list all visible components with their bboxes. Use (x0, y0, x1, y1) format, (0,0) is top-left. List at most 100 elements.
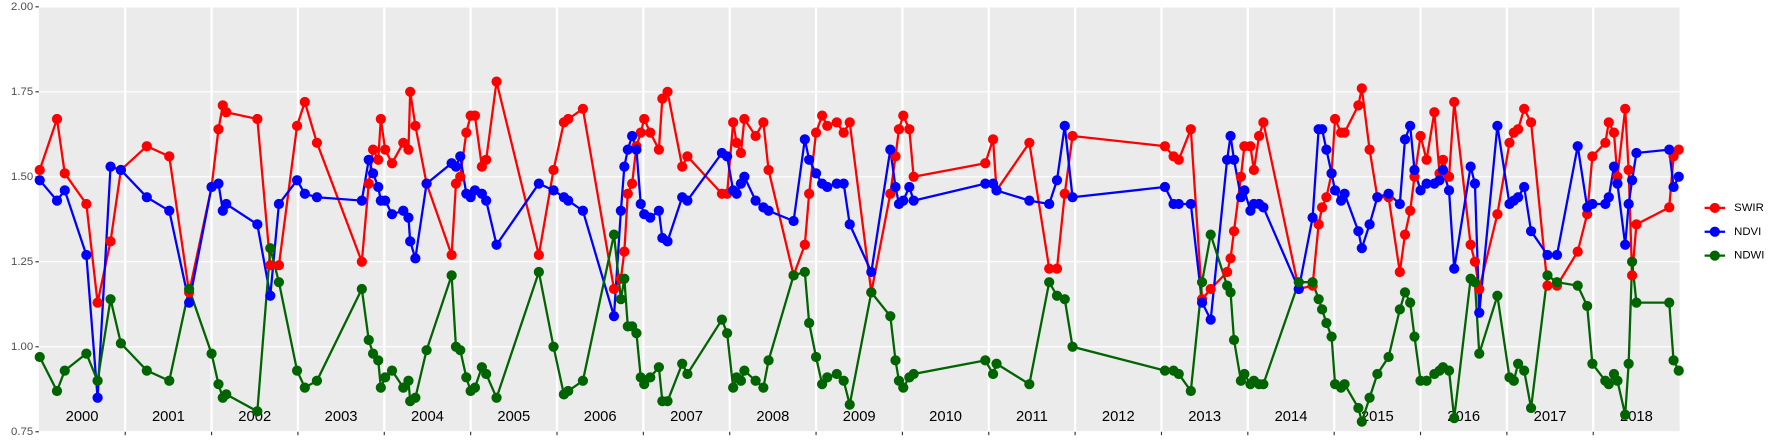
point (1228, 334, 1240, 346)
y-tick-label: 2.00 (11, 1, 33, 13)
point (1587, 151, 1598, 162)
point (363, 334, 374, 346)
point (1587, 358, 1598, 369)
point (844, 117, 855, 128)
point (1519, 181, 1530, 193)
year-label: 2012 (1102, 409, 1135, 425)
point (1372, 192, 1383, 203)
point (1059, 294, 1070, 305)
point (721, 328, 733, 339)
point (446, 270, 457, 281)
year-label: 2006 (584, 409, 617, 425)
point (1353, 226, 1364, 237)
point (1664, 144, 1675, 155)
point (608, 311, 620, 322)
point (403, 375, 414, 386)
point (252, 406, 263, 417)
point (1443, 185, 1455, 196)
point (380, 195, 391, 206)
point (1399, 134, 1411, 145)
point (1405, 205, 1416, 216)
point (1492, 290, 1503, 301)
point (866, 266, 877, 278)
point (1059, 120, 1070, 131)
point (1474, 348, 1485, 359)
point (627, 130, 638, 142)
point (213, 178, 224, 189)
point (1044, 198, 1055, 210)
point (904, 124, 915, 135)
point (291, 175, 303, 186)
point (898, 110, 909, 121)
point (51, 385, 63, 397)
point (816, 110, 828, 121)
point (1608, 161, 1620, 172)
point (273, 277, 285, 288)
point (105, 294, 116, 305)
point (1245, 141, 1256, 152)
point (1326, 331, 1337, 342)
point (1608, 127, 1620, 138)
point (1519, 103, 1530, 114)
point (1225, 130, 1236, 142)
point (908, 171, 919, 182)
point (788, 215, 799, 227)
point (403, 144, 414, 155)
point (677, 161, 688, 172)
point (1225, 287, 1236, 298)
point (1508, 375, 1519, 386)
point (735, 375, 747, 386)
point (375, 382, 386, 393)
point (141, 192, 152, 203)
year-label: 2007 (670, 409, 703, 425)
point (1316, 202, 1328, 213)
point (221, 107, 232, 118)
point (1329, 185, 1341, 196)
point (804, 317, 815, 329)
point (1513, 358, 1524, 369)
point (548, 164, 559, 176)
point (1205, 314, 1216, 325)
point (51, 113, 63, 125)
point (491, 76, 502, 87)
point (92, 392, 103, 403)
point (1159, 181, 1171, 193)
point (763, 355, 774, 366)
point (1612, 375, 1623, 386)
point (1321, 317, 1332, 329)
point (1620, 409, 1631, 420)
year-label: 2003 (325, 409, 358, 425)
point (1582, 300, 1593, 312)
point (1394, 198, 1405, 210)
point (1024, 137, 1035, 148)
point (1626, 256, 1638, 267)
point (1051, 263, 1063, 274)
point (1551, 249, 1563, 261)
point (1504, 137, 1515, 148)
point (1185, 124, 1196, 135)
point (311, 375, 323, 386)
point (1316, 304, 1328, 315)
point (577, 375, 589, 386)
point (838, 375, 849, 386)
point (461, 372, 472, 383)
point (1415, 185, 1426, 196)
point (810, 168, 822, 179)
point (1321, 192, 1332, 203)
point (105, 236, 116, 247)
point (1429, 107, 1440, 118)
point (491, 392, 502, 403)
point (622, 144, 633, 155)
point (1258, 117, 1269, 128)
year-label: 2002 (238, 409, 271, 425)
point (1513, 124, 1524, 135)
point (1173, 368, 1184, 380)
year-label: 2004 (411, 409, 444, 425)
point (810, 127, 822, 138)
point (184, 283, 195, 295)
point (728, 382, 739, 393)
point (481, 368, 492, 380)
point (405, 236, 416, 247)
point (1313, 219, 1324, 230)
point (81, 198, 92, 210)
